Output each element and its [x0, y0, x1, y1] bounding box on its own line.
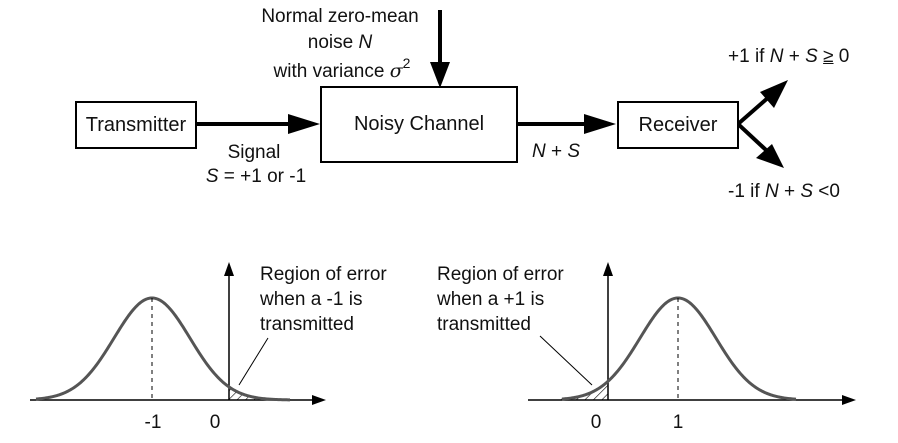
right-tick-zero: 0 [590, 412, 602, 433]
right-region-label-line3: transmitted [437, 314, 531, 335]
left-callout-leader [238, 337, 269, 386]
right-x-axis-arrowhead [842, 395, 856, 405]
right-region-label-line1: Region of error [437, 264, 564, 285]
signal-variable: S [205, 166, 219, 187]
right-y-axis-arrowhead [603, 262, 613, 276]
output-n: N [532, 141, 546, 162]
channel-output-label: N + S [532, 141, 580, 163]
noise-label-line3: with variance σ2 [273, 55, 411, 83]
decision-upper-prefix: +1 if [728, 46, 770, 67]
decision-upper-label: +1 if N + S ≥ 0 [728, 46, 849, 68]
noise-label-line2: noise N [308, 32, 372, 54]
right-plot [528, 262, 856, 405]
sigma-symbol: σ [389, 60, 403, 82]
decision-lower-plus: + [778, 181, 801, 202]
decision-lower-n: N [764, 181, 779, 202]
left-y-axis-arrowhead [224, 262, 234, 276]
signal-label-line1: Signal [227, 142, 281, 163]
variance-text: with variance [273, 61, 390, 82]
noisy-channel-label: Noisy Channel [353, 113, 485, 135]
left-region-label-line3: transmitted [260, 314, 354, 335]
left-tick-mean: -1 [144, 412, 162, 433]
transmitter-box: Transmitter [75, 101, 197, 149]
noise-label-text: noise [307, 32, 359, 53]
decision-lower-prefix: -1 if [728, 181, 765, 202]
left-tick-zero: 0 [209, 412, 221, 433]
decision-upper-rest: 0 [833, 46, 850, 67]
channel-to-receiver-arrow [517, 114, 616, 134]
noise-variable: N [358, 32, 373, 53]
decision-lower-rest: <0 [813, 181, 840, 202]
left-x-axis-arrowhead [312, 395, 326, 405]
decision-lower-arrow [736, 122, 784, 168]
receiver-label: Receiver [638, 113, 718, 136]
left-region-label-line1: Region of error [260, 264, 387, 285]
transmitter-label: Transmitter [85, 113, 187, 136]
signal-values: = +1 or -1 [218, 166, 307, 187]
signal-label-line2: S = +1 or -1 [206, 166, 306, 188]
noise-input-arrow [430, 10, 450, 88]
output-plus: + [545, 141, 568, 162]
decision-lower-label: -1 if N + S <0 [728, 181, 840, 203]
noise-label-line1: Normal zero-mean [261, 6, 419, 27]
receiver-box: Receiver [617, 101, 739, 149]
left-plot [30, 262, 326, 405]
decision-lower-s: S [800, 181, 814, 202]
right-tick-mean: 1 [672, 412, 684, 433]
variance-exponent: 2 [402, 55, 411, 71]
decision-upper-plus: + [783, 46, 806, 67]
output-s: S [567, 141, 581, 162]
decision-upper-arrow [736, 80, 788, 126]
decision-upper-n: N [769, 46, 784, 67]
right-region-label-line2: when a +1 is [437, 289, 545, 310]
noisy-channel-box: Noisy Channel [320, 86, 518, 163]
transmitter-to-channel-arrow [196, 114, 320, 134]
geq-symbol: ≥ [823, 46, 834, 67]
left-gaussian-curve [35, 296, 291, 402]
right-callout-leader [539, 335, 593, 386]
decision-upper-s: S [805, 46, 818, 67]
right-gaussian-curve [561, 296, 797, 401]
left-region-label-line2: when a -1 is [260, 289, 363, 310]
